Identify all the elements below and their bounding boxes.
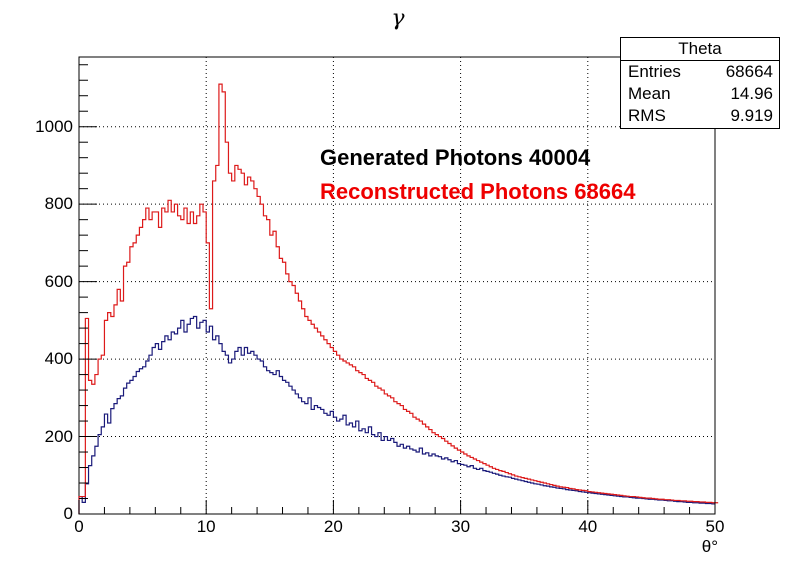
stats-row-rms: RMS 9.919 [621, 105, 779, 127]
x-tick-label: 20 [323, 517, 343, 536]
y-tick-label: 1000 [35, 116, 73, 136]
stats-box-title: Theta [621, 38, 779, 61]
stats-label: Mean [628, 84, 671, 103]
generated-photons-label: Generated Photons 40004 [320, 145, 591, 170]
chart-title: γ [391, 6, 405, 31]
stats-value: 14.96 [730, 84, 773, 103]
reconstructed-photons-label: Reconstructed Photons 68664 [320, 179, 636, 204]
axis-ticks [78, 64, 716, 515]
y-tick-label: 0 [63, 504, 73, 523]
y-tick-label: 200 [44, 426, 73, 446]
generated-histogram [78, 315, 715, 514]
x-tick-label: 0 [74, 517, 84, 536]
x-tick-label: 10 [196, 517, 216, 536]
x-tick-label: 50 [705, 517, 725, 536]
plot-frame [78, 56, 716, 515]
grid-lines [79, 57, 715, 514]
stats-label: RMS [628, 106, 666, 125]
y-tick-label: 400 [44, 349, 73, 369]
x-axis-label: θ° [701, 537, 718, 556]
stats-value: 9.919 [730, 106, 773, 125]
histogram-series [78, 83, 719, 514]
stats-row-entries: Entries 68664 [621, 61, 779, 83]
stats-row-mean: Mean 14.96 [621, 83, 779, 105]
stats-label: Entries [628, 62, 681, 81]
reconstructed-histogram [78, 83, 719, 514]
x-tick-label: 40 [578, 517, 598, 536]
y-tick-label: 800 [44, 194, 73, 214]
stats-value: 68664 [725, 62, 773, 81]
x-tick-label: 30 [451, 517, 471, 536]
stats-box: Theta Entries 68664 Mean 14.96 RMS 9.919 [620, 37, 780, 129]
y-tick-label: 600 [44, 271, 73, 291]
